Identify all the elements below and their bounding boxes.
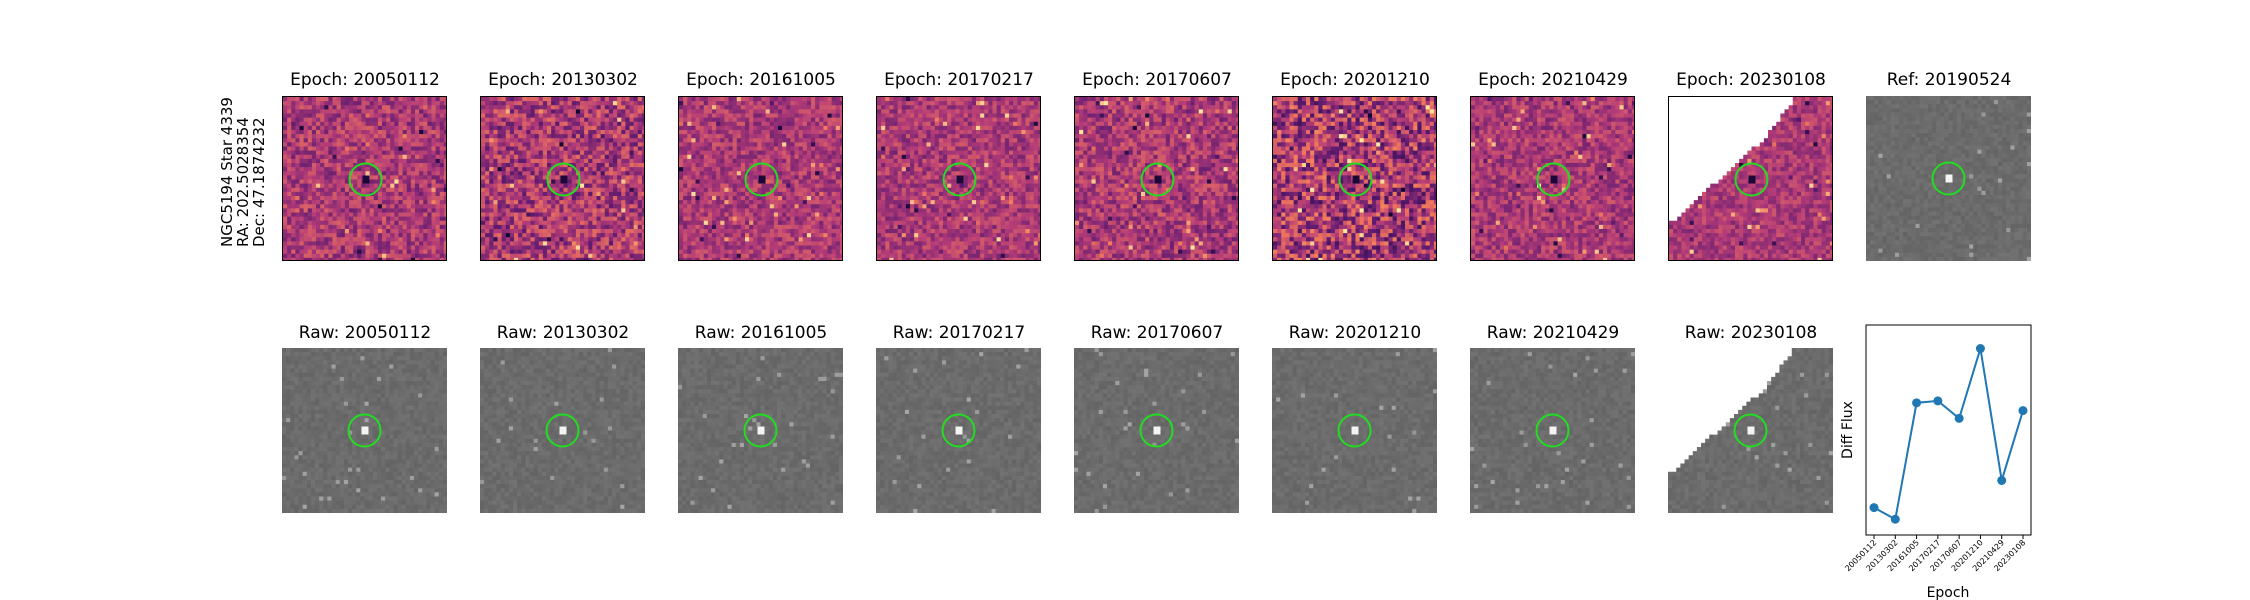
- ref-title: Ref: 20190524: [1849, 70, 2049, 90]
- diff-image-texture: [1273, 97, 1437, 261]
- light-curve-point: [1870, 503, 1879, 512]
- epoch-title-8: Epoch: 20230108: [1651, 70, 1851, 90]
- raw-image-texture: [1668, 348, 1833, 513]
- raw-image-texture: [282, 348, 447, 513]
- raw-image-texture: [480, 348, 645, 513]
- diff-image-1: [282, 96, 447, 261]
- raw-title-5: Raw: 20170607: [1057, 323, 1257, 343]
- raw-title-6: Raw: 20201210: [1255, 323, 1455, 343]
- epoch-title-5: Epoch: 20170607: [1057, 70, 1257, 90]
- raw-image-1: [282, 348, 447, 513]
- raw-image-texture: [876, 348, 1041, 513]
- raw-image-6: [1272, 348, 1437, 513]
- target-label: NGC5194 Star 4339 RA: 202.5028354 Dec: 4…: [218, 62, 238, 262]
- raw-title-3: Raw: 20161005: [661, 323, 861, 343]
- light-curve-xlabel: Epoch: [1927, 585, 1970, 600]
- light-curve-point: [1933, 396, 1942, 405]
- raw-image-texture: [1866, 96, 2031, 261]
- diff-image-6: [1272, 96, 1437, 261]
- raw-title-4: Raw: 20170217: [859, 323, 1059, 343]
- diff-image-texture: [679, 97, 843, 261]
- light-curve-frame: [1866, 325, 2031, 535]
- raw-image-4: [876, 348, 1041, 513]
- raw-title-8: Raw: 20230108: [1651, 323, 1851, 343]
- epoch-title-2: Epoch: 20130302: [463, 70, 663, 90]
- raw-title-7: Raw: 20210429: [1453, 323, 1653, 343]
- raw-image-texture: [1074, 348, 1239, 513]
- diff-image-texture: [1471, 97, 1635, 261]
- diff-image-3: [678, 96, 843, 261]
- diff-image-4: [876, 96, 1041, 261]
- raw-image-7: [1470, 348, 1635, 513]
- diff-image-texture: [1669, 97, 1833, 261]
- epoch-title-4: Epoch: 20170217: [859, 70, 1059, 90]
- epoch-title-6: Epoch: 20201210: [1255, 70, 1455, 90]
- diff-image-8: [1668, 96, 1833, 261]
- raw-title-1: Raw: 20050112: [265, 323, 465, 343]
- diff-image-texture: [283, 97, 447, 261]
- light-curve-point: [1976, 344, 1985, 353]
- light-curve-chart: Diff Flux Epoch 200501122013030220161005…: [1830, 315, 2060, 600]
- raw-image-texture: [1272, 348, 1437, 513]
- epoch-title-3: Epoch: 20161005: [661, 70, 861, 90]
- light-curve-point: [1955, 414, 1964, 423]
- diff-image-texture: [481, 97, 645, 261]
- epoch-title-1: Epoch: 20050112: [265, 70, 465, 90]
- raw-image-texture: [678, 348, 843, 513]
- raw-image-texture: [1470, 348, 1635, 513]
- raw-image-2: [480, 348, 645, 513]
- light-curve-point: [1912, 398, 1921, 407]
- diff-image-2: [480, 96, 645, 261]
- light-curve-ylabel: Diff Flux: [1840, 401, 1856, 459]
- raw-title-2: Raw: 20130302: [463, 323, 663, 343]
- raw-image-5: [1074, 348, 1239, 513]
- raw-image-8: [1668, 348, 1833, 513]
- ref-image: [1866, 96, 2031, 261]
- diff-image-texture: [1075, 97, 1239, 261]
- diff-image-5: [1074, 96, 1239, 261]
- diff-image-7: [1470, 96, 1635, 261]
- light-curve-point: [1891, 515, 1900, 524]
- epoch-title-7: Epoch: 20210429: [1453, 70, 1653, 90]
- target-dec: Dec: 47.1874232: [250, 117, 268, 247]
- diff-image-texture: [877, 97, 1041, 261]
- light-curve-point: [1997, 476, 2006, 485]
- light-curve-point: [2019, 406, 2028, 415]
- raw-image-3: [678, 348, 843, 513]
